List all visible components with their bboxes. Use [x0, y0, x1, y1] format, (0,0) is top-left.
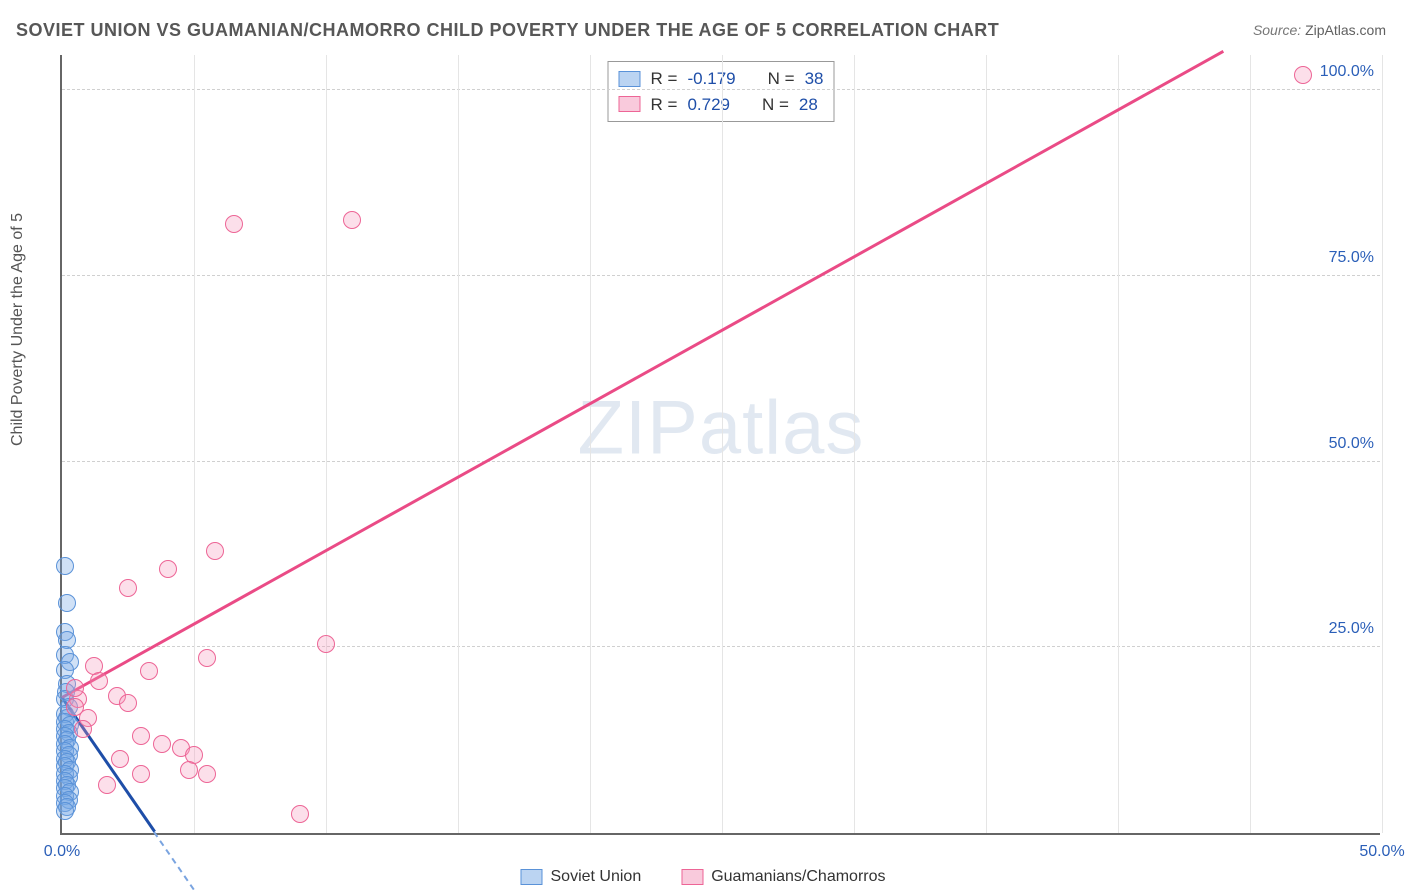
gridline-horizontal — [62, 461, 1380, 462]
gridline-horizontal — [62, 646, 1380, 647]
watermark: ZIPatlas — [578, 385, 865, 472]
watermark-text-b: atlas — [699, 386, 865, 471]
gridline-vertical — [722, 55, 723, 833]
gridline-vertical — [458, 55, 459, 833]
n-value: 28 — [799, 92, 818, 118]
legend-swatch-pink — [681, 869, 703, 885]
legend-swatch-blue — [619, 71, 641, 87]
gridline-vertical — [590, 55, 591, 833]
scatter-point — [159, 560, 177, 578]
scatter-point — [58, 594, 76, 612]
scatter-point — [343, 211, 361, 229]
trend-line-guamanian — [61, 50, 1224, 699]
gridline-vertical — [1250, 55, 1251, 833]
gridline-vertical — [854, 55, 855, 833]
y-tick-label: 75.0% — [1329, 249, 1374, 267]
scatter-point — [180, 761, 198, 779]
scatter-point — [119, 579, 137, 597]
scatter-point — [90, 672, 108, 690]
scatter-point — [153, 735, 171, 753]
stats-row: R = -0.179 N = 38 — [619, 66, 824, 92]
scatter-point — [198, 765, 216, 783]
legend-swatch-blue — [520, 869, 542, 885]
y-axis-label: Child Poverty Under the Age of 5 — [9, 213, 27, 446]
trend-line-extension — [154, 831, 195, 889]
stats-row: R = 0.729 N = 28 — [619, 92, 824, 118]
legend-swatch-pink — [619, 96, 641, 112]
y-tick-label: 100.0% — [1320, 63, 1374, 81]
source-value: ZipAtlas.com — [1305, 22, 1386, 38]
chart-title: SOVIET UNION VS GUAMANIAN/CHAMORRO CHILD… — [16, 20, 999, 41]
scatter-point — [206, 542, 224, 560]
series-legend: Soviet Union Guamanians/Chamorros — [520, 868, 885, 886]
legend-item: Guamanians/Chamorros — [681, 868, 885, 886]
scatter-point — [56, 557, 74, 575]
scatter-point — [111, 750, 129, 768]
legend-item: Soviet Union — [520, 868, 641, 886]
y-tick-label: 50.0% — [1329, 435, 1374, 453]
scatter-point — [140, 662, 158, 680]
r-value: -0.179 — [687, 66, 735, 92]
gridline-vertical — [326, 55, 327, 833]
y-tick-label: 25.0% — [1329, 620, 1374, 638]
x-tick-label: 50.0% — [1359, 843, 1404, 861]
scatter-point — [98, 776, 116, 794]
gridline-vertical — [986, 55, 987, 833]
gridline-vertical — [1382, 55, 1383, 833]
scatter-point — [317, 635, 335, 653]
gridline-vertical — [194, 55, 195, 833]
r-label: R = — [651, 92, 678, 118]
source-label: Source: — [1253, 22, 1301, 38]
source-attribution: Source: ZipAtlas.com — [1253, 22, 1386, 38]
legend-label: Soviet Union — [550, 868, 641, 886]
correlation-stats-box: R =-0.179N =38R =0.729N =28 — [608, 61, 835, 122]
n-label: N = — [768, 66, 795, 92]
scatter-point — [198, 649, 216, 667]
scatter-plot-area: ZIPatlas R =-0.179N =38R =0.729N =28 25.… — [60, 55, 1380, 835]
scatter-point — [132, 765, 150, 783]
n-label: N = — [762, 92, 789, 118]
scatter-point — [1294, 66, 1312, 84]
gridline-horizontal — [62, 275, 1380, 276]
r-value: 0.729 — [687, 92, 730, 118]
n-value: 38 — [805, 66, 824, 92]
scatter-point — [66, 679, 84, 697]
scatter-point — [119, 694, 137, 712]
scatter-point — [132, 727, 150, 745]
scatter-point — [74, 720, 92, 738]
scatter-point — [291, 805, 309, 823]
gridline-horizontal — [62, 89, 1380, 90]
scatter-point — [56, 802, 74, 820]
scatter-point — [225, 215, 243, 233]
legend-label: Guamanians/Chamorros — [711, 868, 885, 886]
gridline-vertical — [1118, 55, 1119, 833]
r-label: R = — [651, 66, 678, 92]
x-tick-label: 0.0% — [44, 843, 80, 861]
